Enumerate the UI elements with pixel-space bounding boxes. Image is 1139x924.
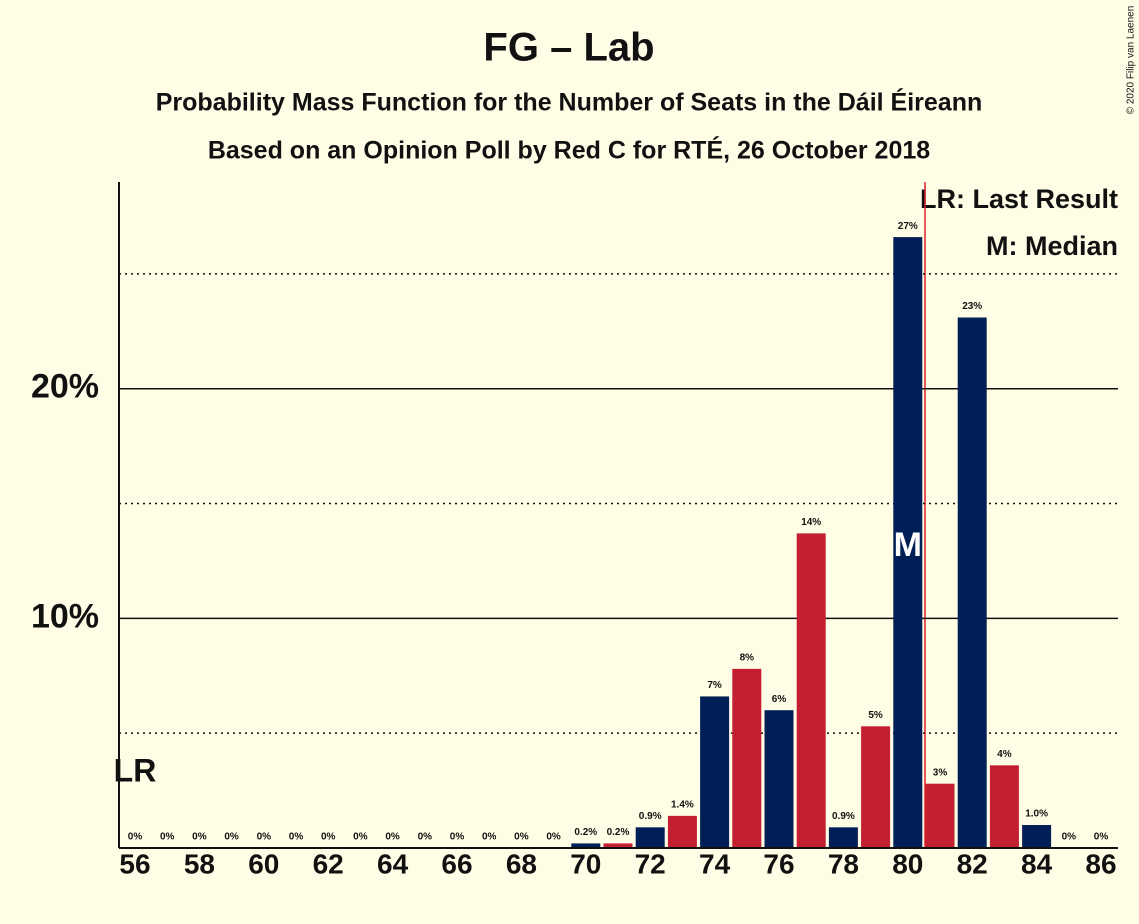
legend-entry: M: Median xyxy=(986,231,1118,261)
bar xyxy=(603,843,633,848)
subtitle: Based on an Opinion Poll by Red C for RT… xyxy=(208,136,930,165)
x-tick-label: 62 xyxy=(313,848,344,879)
value-label: 1.4% xyxy=(671,799,694,810)
median-label: M xyxy=(894,526,922,564)
x-tick-label: 64 xyxy=(377,848,409,879)
y-tick-label: 20% xyxy=(31,368,99,406)
x-tick-label: 56 xyxy=(119,848,150,879)
bar xyxy=(571,843,601,848)
bar xyxy=(700,696,730,848)
value-label: 0% xyxy=(289,832,304,843)
bar xyxy=(893,237,923,848)
value-label: 0% xyxy=(546,832,561,843)
bar xyxy=(764,710,794,848)
x-tick-label: 80 xyxy=(892,848,923,879)
x-tick-label: 86 xyxy=(1085,848,1116,879)
value-label: 0% xyxy=(224,832,239,843)
bar xyxy=(828,827,858,848)
x-tick-label: 60 xyxy=(248,848,279,879)
value-label: 1.0% xyxy=(1025,809,1048,820)
value-label: 0% xyxy=(482,832,497,843)
chart-title: FG – Lab xyxy=(483,26,654,70)
value-label: 0% xyxy=(385,832,400,843)
value-label: 0.9% xyxy=(832,811,855,822)
bar xyxy=(1022,825,1052,848)
value-label: 14% xyxy=(801,517,821,528)
value-label: 0.2% xyxy=(607,827,630,838)
bar xyxy=(667,815,697,848)
bar xyxy=(989,765,1019,848)
value-label: 7% xyxy=(707,680,722,691)
value-label: 0.9% xyxy=(639,811,662,822)
value-label: 0% xyxy=(450,832,465,843)
value-label: 5% xyxy=(868,710,883,721)
value-label: 0% xyxy=(321,832,336,843)
x-tick-label: 58 xyxy=(184,848,215,879)
bar xyxy=(925,783,955,848)
value-label: 0% xyxy=(128,832,143,843)
value-label: 6% xyxy=(772,694,787,705)
value-label: 0% xyxy=(257,832,272,843)
x-tick-label: 72 xyxy=(635,848,666,879)
value-label: 27% xyxy=(898,221,918,232)
bar xyxy=(796,533,826,848)
x-tick-label: 84 xyxy=(1021,848,1053,879)
last-result-label: LR xyxy=(114,752,157,788)
x-tick-label: 76 xyxy=(763,848,794,879)
value-label: 0% xyxy=(1062,832,1077,843)
legend-entry: LR: Last Result xyxy=(920,184,1118,214)
value-label: 3% xyxy=(933,767,948,778)
bar xyxy=(732,668,762,848)
bar xyxy=(957,317,987,848)
value-label: 23% xyxy=(962,301,982,312)
value-label: 0% xyxy=(418,832,433,843)
value-label: 0% xyxy=(1094,832,1109,843)
value-label: 8% xyxy=(740,653,755,664)
x-tick-label: 78 xyxy=(828,848,859,879)
value-label: 0% xyxy=(514,832,529,843)
y-tick-label: 10% xyxy=(31,597,99,635)
x-tick-label: 74 xyxy=(699,848,731,879)
x-tick-label: 68 xyxy=(506,848,537,879)
x-tick-label: 70 xyxy=(570,848,601,879)
x-tick-label: 66 xyxy=(441,848,472,879)
subtitle: Probability Mass Function for the Number… xyxy=(156,88,983,117)
value-label: 0% xyxy=(192,832,207,843)
value-label: 0.2% xyxy=(574,827,597,838)
bar xyxy=(861,726,891,848)
value-label: 4% xyxy=(997,749,1012,760)
bar xyxy=(635,827,665,848)
x-tick-label: 82 xyxy=(957,848,988,879)
copyright: © 2020 Filip van Laenen xyxy=(1126,6,1137,115)
value-label: 0% xyxy=(160,832,175,843)
value-label: 0% xyxy=(353,832,368,843)
